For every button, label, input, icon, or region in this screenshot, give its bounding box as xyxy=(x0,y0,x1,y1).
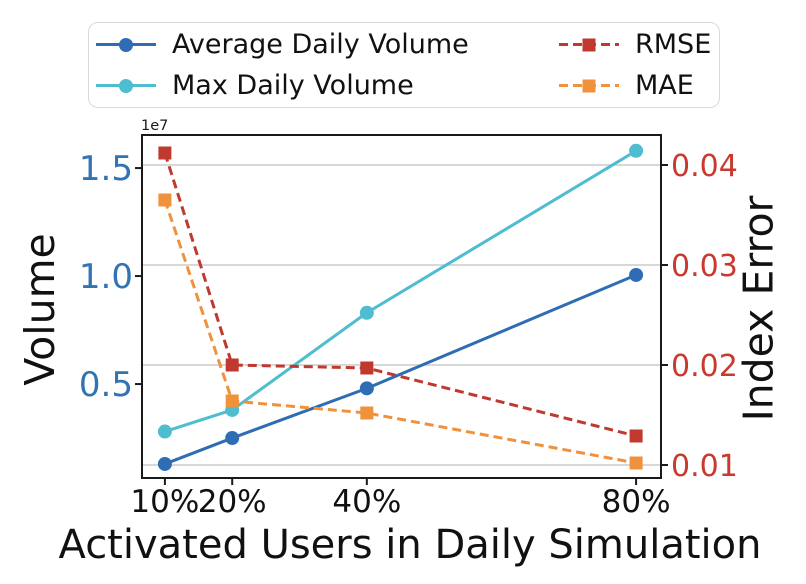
legend-label-mae: MAE xyxy=(635,70,694,101)
line-sample-mae xyxy=(559,79,619,92)
data-point-square xyxy=(158,193,172,207)
circle-marker-icon xyxy=(119,37,133,52)
data-point-square xyxy=(158,146,172,160)
left-tick-label: 1.5 xyxy=(79,149,133,189)
axis-offset-text: 1e7 xyxy=(141,118,169,134)
line-sample-rmse xyxy=(559,38,619,51)
data-point-circle xyxy=(225,431,240,446)
data-point-circle xyxy=(157,456,172,471)
x-tick-label: 10% xyxy=(130,484,199,520)
data-point-circle xyxy=(629,143,644,158)
legend: Average Daily Volume Max Daily Volume RM… xyxy=(88,22,720,108)
data-point-square xyxy=(360,406,374,420)
legend-label-max-daily-volume: Max Daily Volume xyxy=(172,70,414,101)
series-line-rmse xyxy=(163,152,637,438)
legend-entry-mae: MAE xyxy=(559,65,711,106)
axes-spines xyxy=(141,134,662,479)
data-point-circle xyxy=(359,305,374,320)
line-sample-max-daily-volume xyxy=(96,78,156,93)
data-point-circle xyxy=(157,424,172,439)
x-tick-label: 40% xyxy=(332,484,401,520)
square-marker-icon xyxy=(582,79,596,92)
left-tick-label: 1.0 xyxy=(79,257,133,297)
series-line-max-daily-volume xyxy=(164,149,637,433)
legend-label-rmse: RMSE xyxy=(635,29,712,60)
legend-column-volume: Average Daily Volume Max Daily Volume xyxy=(96,24,559,106)
square-marker-icon xyxy=(582,38,596,51)
x-tick-label: 20% xyxy=(198,484,267,520)
data-point-square xyxy=(629,429,643,443)
data-point-square xyxy=(225,358,239,372)
line-sample-average-daily-volume xyxy=(96,37,156,52)
data-point-square xyxy=(225,394,239,408)
x-tick-label: 80% xyxy=(602,484,671,520)
legend-entry-max-daily-volume: Max Daily Volume xyxy=(96,65,559,106)
legend-label-average-daily-volume: Average Daily Volume xyxy=(172,29,469,60)
data-point-circle xyxy=(359,381,374,396)
legend-column-error: RMSE MAE xyxy=(559,24,711,106)
data-point-square xyxy=(629,456,643,470)
data-point-square xyxy=(360,361,374,375)
legend-entry-rmse: RMSE xyxy=(559,24,711,65)
series-line-average-daily-volume xyxy=(164,273,637,466)
right-tick-label: 0.03 xyxy=(671,249,738,284)
circle-marker-icon xyxy=(119,78,133,93)
legend-entry-average-daily-volume: Average Daily Volume xyxy=(96,24,559,65)
series-line-mae xyxy=(163,199,637,465)
right-tick-label: 0.02 xyxy=(671,349,738,384)
data-point-circle xyxy=(629,267,644,282)
right-tick-label: 0.01 xyxy=(671,449,738,484)
y-axis-label-left-text: Volume xyxy=(15,232,64,386)
left-tick-label: 0.5 xyxy=(79,365,133,405)
right-tick-label: 0.04 xyxy=(671,149,738,184)
x-axis-label-text: Activated Users in Daily Simulation xyxy=(58,522,762,568)
y-axis-label-right-text: Index Error xyxy=(734,195,783,421)
